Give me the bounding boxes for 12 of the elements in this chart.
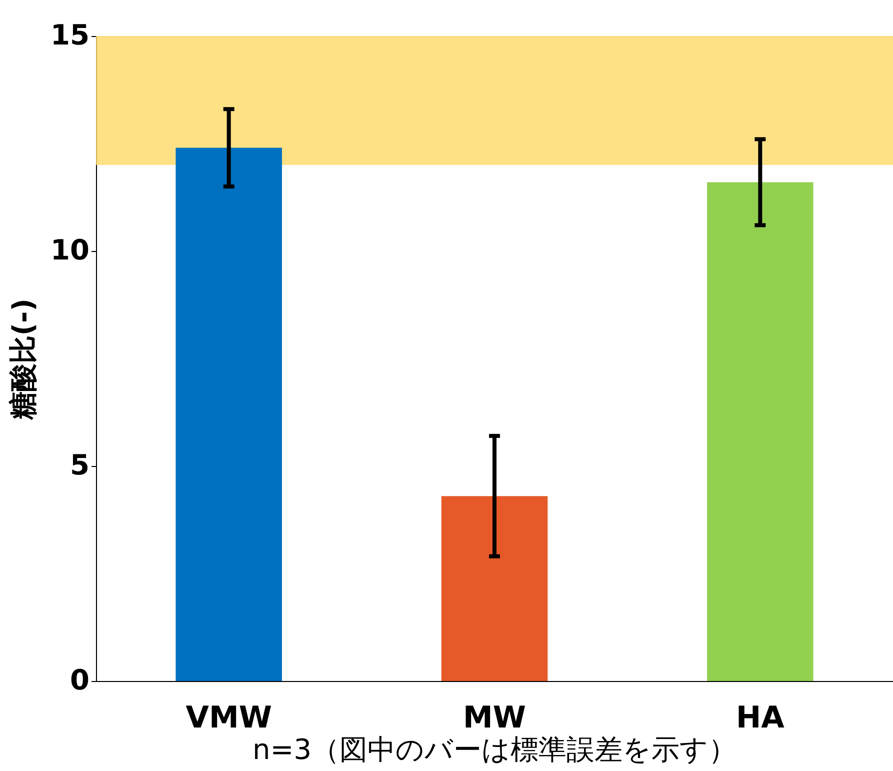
y-tick-label: 15	[50, 18, 90, 52]
bar	[176, 148, 282, 681]
bar	[707, 182, 814, 681]
x-tick-label: VMW	[186, 700, 272, 736]
x-tick-label: HA	[736, 700, 786, 736]
y-tick-label: 0	[70, 664, 90, 696]
text: n=3（図中のバーは標準誤差を示す）	[252, 733, 737, 766]
y-tick-label: 10	[50, 234, 90, 266]
bar	[441, 496, 548, 681]
y-axis-title: 糖酸比(-)	[6, 298, 40, 421]
x-tick-label: MW	[463, 700, 526, 736]
y-tick-label: 5	[70, 448, 90, 482]
